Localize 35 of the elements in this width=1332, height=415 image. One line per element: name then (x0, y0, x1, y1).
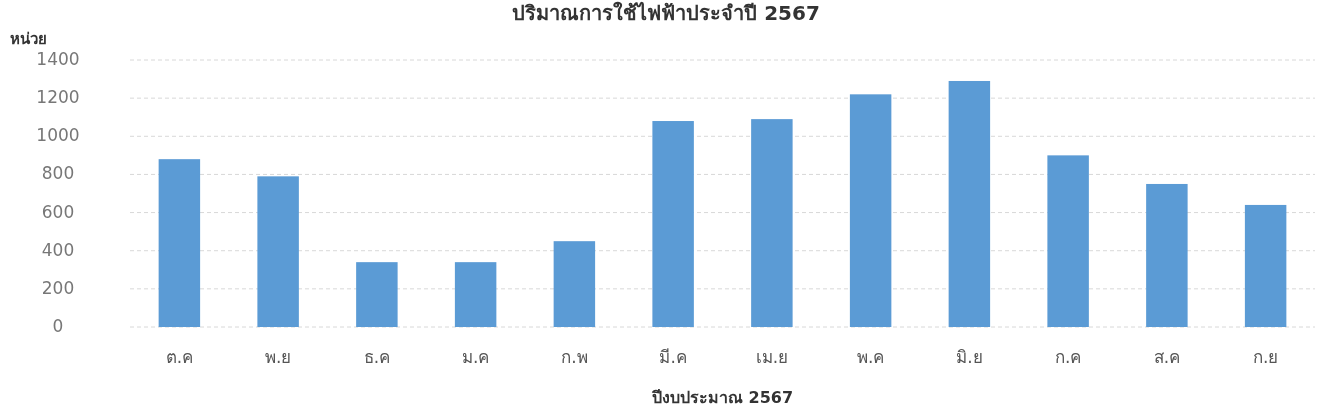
bar (1047, 155, 1089, 327)
x-tick-label: พ.ย (264, 347, 292, 367)
bar (356, 262, 398, 327)
y-tick-label: 0 (52, 316, 64, 336)
bar (751, 119, 793, 327)
chart-title: ปริมาณการใช้ไฟฟ้าประจำปี 2567 (512, 1, 820, 25)
bar (257, 176, 299, 327)
x-tick-label: ส.ค (1153, 347, 1181, 367)
bar (1244, 204, 1287, 327)
y-tick-label: 200 (41, 277, 75, 298)
x-tick-label: มี.ค (659, 347, 687, 367)
x-tick-label: เม.ย (755, 347, 789, 367)
x-tick-label: ก.พ (561, 347, 588, 367)
y-tick-label: 1400 (36, 49, 80, 69)
x-axis-title: ปีงบประมาณ 2567 (650, 388, 794, 407)
y-tick-label: 600 (41, 201, 75, 222)
bar (1146, 183, 1188, 327)
y-axis-title: หน่วย (10, 30, 47, 48)
x-tick-label: มิ.ย (956, 347, 983, 367)
bar (454, 262, 497, 327)
x-tick-label: ธ.ค (363, 347, 391, 367)
x-tick-label: ก.ค (1054, 347, 1082, 367)
bar (849, 94, 892, 327)
bar (652, 121, 694, 327)
bar (948, 80, 991, 327)
y-tick-label: 1000 (36, 125, 80, 146)
bar (158, 159, 201, 327)
y-tick-label: 400 (41, 239, 75, 260)
y-tick-label: 800 (41, 163, 75, 184)
bar (553, 241, 596, 327)
x-tick-label: ก.ย (1252, 347, 1279, 367)
y-tick-label: 1200 (36, 87, 80, 108)
x-tick-label: ต.ค (165, 347, 194, 367)
x-tick-label: ม.ค (461, 347, 490, 367)
x-tick-label: พ.ค (856, 347, 885, 367)
